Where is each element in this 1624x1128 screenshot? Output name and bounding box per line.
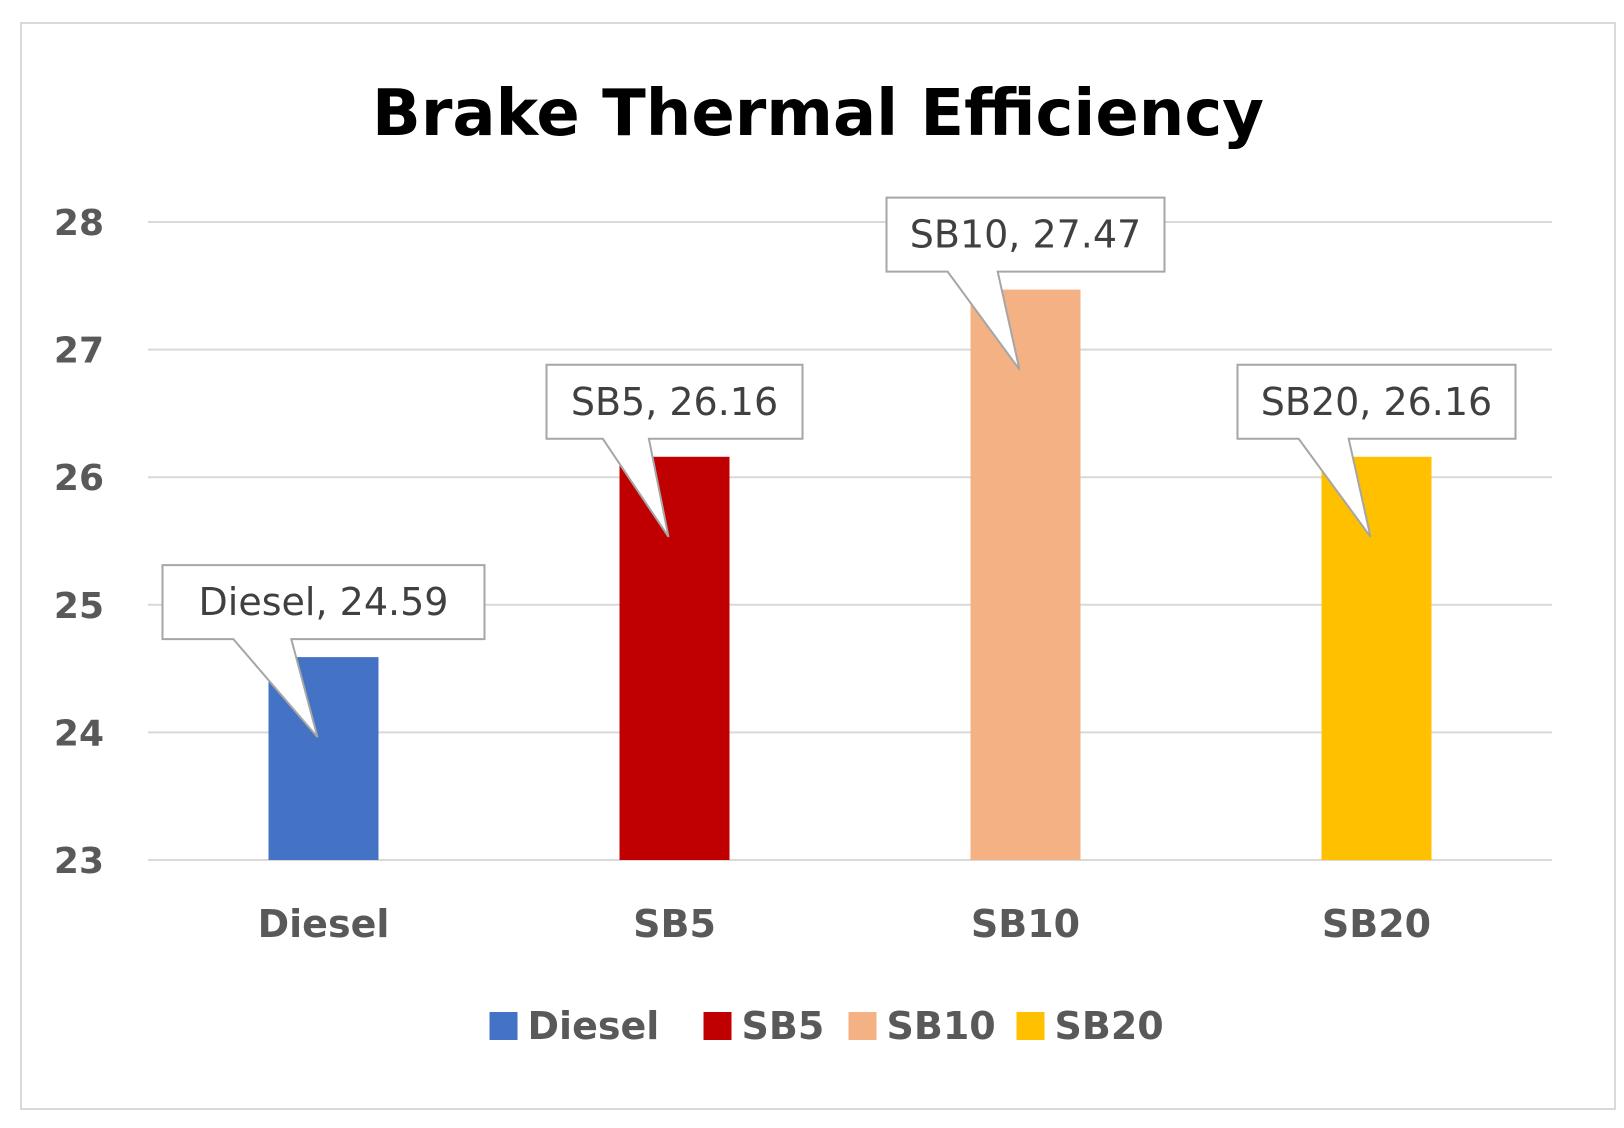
data-label-text-diesel: Diesel, 24.59 bbox=[199, 580, 449, 624]
y-tick-label-28: 28 bbox=[54, 203, 104, 244]
data-label-sb20: SB20, 26.16 bbox=[1236, 363, 1517, 538]
y-tick-label-25: 25 bbox=[54, 586, 104, 627]
bar-sb5 bbox=[619, 456, 730, 860]
x-tick-label-diesel: Diesel bbox=[258, 902, 390, 946]
data-label-diesel: Diesel, 24.59 bbox=[161, 564, 486, 738]
data-label-text-sb20: SB20, 26.16 bbox=[1261, 380, 1493, 424]
data-label-box-diesel bbox=[161, 564, 486, 738]
legend-label-sb10: SB10 bbox=[887, 1004, 996, 1048]
data-label-box-sb20 bbox=[1236, 363, 1517, 538]
legend-swatch-diesel bbox=[489, 1012, 518, 1040]
y-tick-label-26: 26 bbox=[54, 458, 104, 499]
bar-sb20 bbox=[1321, 456, 1432, 860]
data-label-box-sb5 bbox=[545, 363, 804, 538]
y-tick-label-23: 23 bbox=[54, 841, 104, 882]
legend-swatch-sb20 bbox=[1016, 1012, 1045, 1040]
chart-title: Brake Thermal Efficiency bbox=[372, 77, 1264, 151]
legend: Diesel SB5 SB10 SB20 bbox=[489, 1004, 1164, 1048]
y-axis-ticks: 23 24 25 26 27 28 bbox=[54, 203, 104, 882]
data-label-sb5: SB5, 26.16 bbox=[545, 363, 804, 538]
data-label-sb10: SB10, 27.47 bbox=[885, 196, 1166, 371]
bars bbox=[268, 289, 1432, 860]
legend-label-sb20: SB20 bbox=[1055, 1004, 1164, 1048]
data-label-text-sb5: SB5, 26.16 bbox=[571, 380, 778, 424]
x-tick-label-sb20: SB20 bbox=[1322, 902, 1431, 946]
y-tick-label-27: 27 bbox=[54, 331, 104, 372]
x-tick-label-sb10: SB10 bbox=[971, 902, 1080, 946]
data-label-text-sb10: SB10, 27.47 bbox=[910, 213, 1142, 257]
legend-swatch-sb10 bbox=[848, 1012, 877, 1040]
y-tick-label-24: 24 bbox=[54, 713, 104, 754]
data-label-box-sb10 bbox=[885, 196, 1166, 371]
x-axis-ticks: Diesel SB5 SB10 SB20 bbox=[258, 902, 1431, 946]
x-tick-label-sb5: SB5 bbox=[633, 902, 716, 946]
legend-label-diesel: Diesel bbox=[528, 1004, 660, 1048]
bar-sb10 bbox=[970, 289, 1081, 860]
data-labels: Diesel, 24.59 SB5, 26.16 SB10, 27.47 SB20, … bbox=[161, 196, 1517, 738]
legend-label-sb5: SB5 bbox=[742, 1004, 825, 1048]
legend-swatch-sb5 bbox=[703, 1012, 732, 1040]
